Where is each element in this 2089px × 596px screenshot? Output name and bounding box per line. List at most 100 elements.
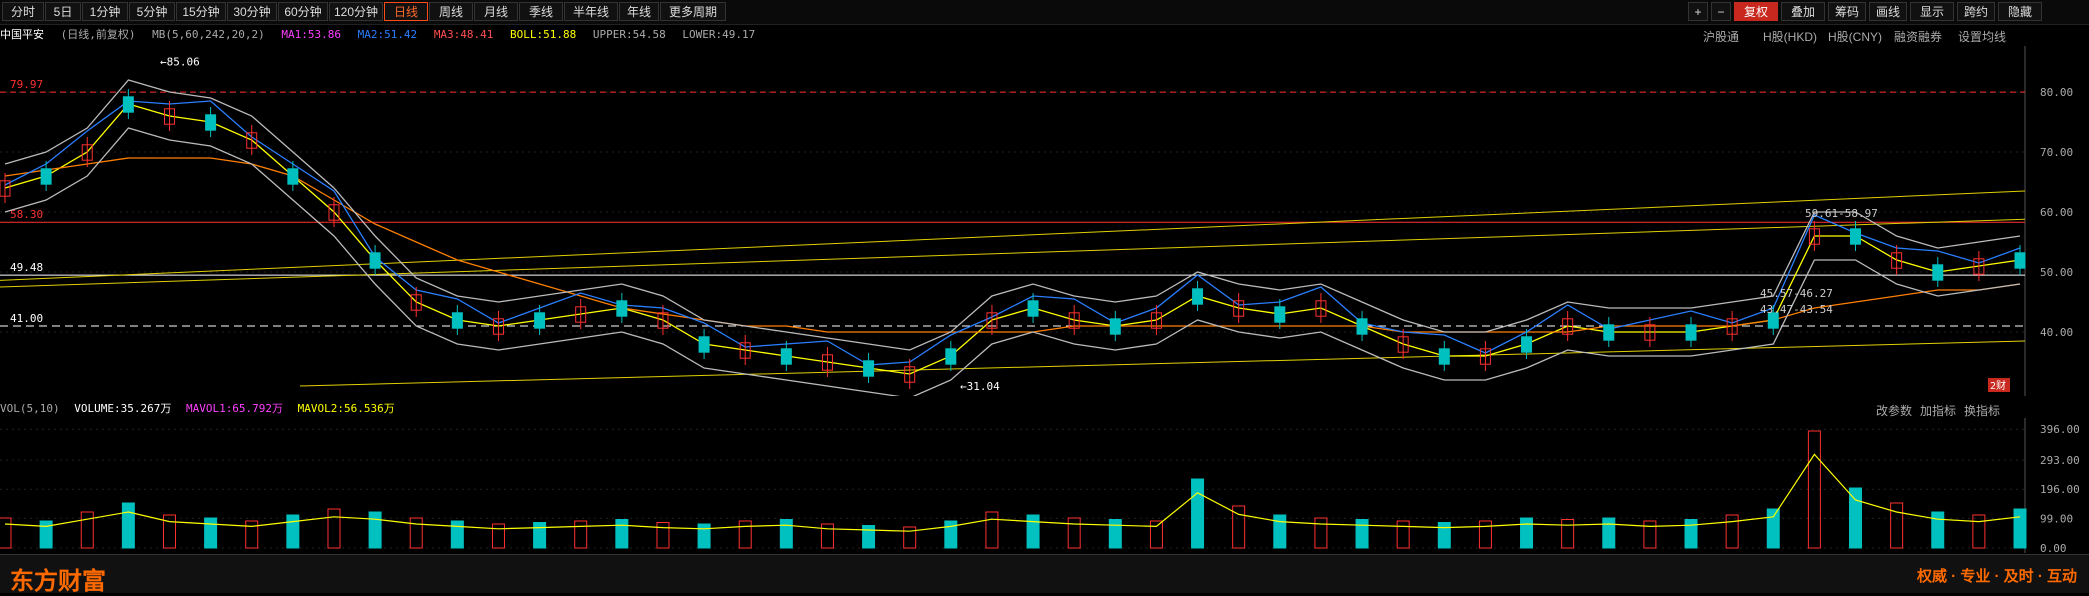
subtab-1[interactable]: H股(HKD): [1763, 30, 1817, 44]
vol-bar-5: [204, 517, 218, 549]
boll-upper-line: [4, 79, 2021, 351]
period-4[interactable]: 15分钟: [176, 2, 226, 21]
mavol1-value: MAVOL1:65.792万: [185, 402, 284, 415]
vol-bar-9: [368, 511, 382, 549]
ref-label-1: 58.30: [10, 208, 43, 221]
period-toolbar: 分时 5日 1分钟 5分钟 15分钟 30分钟 60分钟 120分钟 日线 周线 月线 季线 半年线 年线…: [0, 0, 2089, 25]
vol-bar-26: [1067, 517, 1081, 549]
vol-bar-43: [1766, 508, 1780, 549]
vol-action-2[interactable]: 换指标: [1964, 404, 2001, 418]
candle-body-21: [863, 360, 875, 377]
vol-bar-12: [491, 523, 505, 549]
toolbar-right-2[interactable]: 复权: [1734, 2, 1778, 21]
candle-body-17: [698, 336, 710, 353]
candle-body-11: [451, 312, 463, 329]
vol-bar-48: [1972, 514, 1986, 549]
vol-bar-49: [2013, 508, 2027, 549]
period-1[interactable]: 5日: [45, 2, 81, 21]
vol-bar-20: [820, 523, 834, 549]
vol-bar-30: [1232, 505, 1246, 549]
vol-action-1[interactable]: 加指标: [1920, 404, 1957, 418]
vol-bar-39: [1602, 517, 1616, 549]
period-14[interactable]: 更多周期: [660, 2, 726, 21]
toolbar-right-6[interactable]: 显示: [1910, 2, 1954, 21]
vol-bar-4: [162, 514, 176, 549]
candle-body-35: [1438, 348, 1450, 365]
candle-body-49: [2014, 252, 2026, 269]
candle-body-26: [1068, 312, 1080, 329]
subtab-4[interactable]: 设置均线: [1958, 30, 2007, 44]
ref-label-2: 49.48: [10, 261, 43, 274]
vol-bar-3: [121, 502, 135, 549]
candle-body-25: [1027, 300, 1039, 317]
price-bg: [0, 46, 2025, 396]
period-7[interactable]: 120分钟: [329, 2, 383, 21]
candle-body-0: [0, 180, 11, 197]
candle-body-46: [1891, 252, 1903, 269]
period-9[interactable]: 周线: [429, 2, 473, 21]
toolbar-right-3[interactable]: 叠加: [1781, 2, 1825, 21]
period-8[interactable]: 日线: [384, 2, 428, 21]
candle-body-23: [945, 348, 957, 365]
vol-tick-3: 99.00: [2040, 512, 2073, 525]
candle-body-34: [1397, 336, 1409, 353]
mb-label[interactable]: MB(5,60,242,20,2): [152, 28, 265, 41]
ma1-label: MA1:53.86: [281, 28, 341, 41]
candle-body-33: [1356, 318, 1368, 335]
vol-tick-1: 293.00: [2040, 454, 2080, 467]
period-5[interactable]: 30分钟: [227, 2, 277, 21]
candle-body-7: [287, 168, 299, 185]
vol-bar-34: [1396, 520, 1410, 549]
toolbar-right-0[interactable]: +: [1688, 2, 1708, 21]
subtab-3[interactable]: 融资融券: [1894, 30, 1943, 44]
volume-chart[interactable]: 396.00 293.00 196.00 99.00 0.00: [0, 418, 2089, 553]
badge-text: 2财: [1990, 379, 2006, 392]
toolbar-right-8[interactable]: 隐藏: [1998, 2, 2042, 21]
candle-body-39: [1603, 324, 1615, 341]
vol-bar-36: [1478, 520, 1492, 549]
candle-body-20: [821, 354, 833, 371]
vol-action-0[interactable]: 改参数: [1876, 404, 1913, 418]
lower-label: LOWER:49.17: [682, 28, 756, 41]
vol-bar-15: [615, 519, 629, 549]
footer: 东方财富 权威 · 专业 · 及时 · 互动: [0, 554, 2089, 595]
vol-bar-35: [1437, 522, 1451, 549]
ref-label-3: 41.00: [10, 312, 43, 325]
period-0[interactable]: 分时: [2, 2, 44, 21]
period-2[interactable]: 1分钟: [82, 2, 128, 21]
candle-body-14: [575, 306, 587, 323]
vol-bar-28: [1149, 520, 1163, 549]
mavol-line: [4, 453, 2021, 532]
toolbar-right-1[interactable]: −: [1711, 2, 1731, 21]
vol-tick-0: 396.00: [2040, 423, 2080, 436]
subtab-0[interactable]: 沪股通: [1703, 30, 1740, 44]
candle-body-2: [81, 144, 93, 161]
toolbar-right-4[interactable]: 筹码: [1828, 2, 1866, 21]
ma1-line: [4, 103, 2021, 375]
price-chart[interactable]: 80.00 70.00 60.00 50.00 40.00 79.97 58.30 49.48…: [0, 46, 2089, 396]
vol-bar-38: [1561, 519, 1575, 549]
candle-body-36: [1479, 348, 1491, 365]
period-11[interactable]: 季线: [519, 2, 563, 21]
vol-tick-2: 196.00: [2040, 483, 2080, 496]
toolbar-right-7[interactable]: 跨约: [1957, 2, 1995, 21]
period-13[interactable]: 年线: [619, 2, 659, 21]
toolbar-right-5[interactable]: 画线: [1869, 2, 1907, 21]
vol-bar-19: [779, 519, 793, 549]
vol-bar-22: [903, 526, 917, 549]
period-3[interactable]: 5分钟: [129, 2, 175, 21]
ma2-label: MA2:51.42: [357, 28, 418, 41]
period-10[interactable]: 月线: [474, 2, 518, 21]
candle-body-12: [492, 318, 504, 335]
period-6[interactable]: 60分钟: [278, 2, 328, 21]
candle-body-37: [1521, 336, 1533, 353]
candle-body-3: [122, 96, 134, 113]
candle-body-38: [1562, 318, 1574, 335]
candle-body-45: [1850, 228, 1862, 245]
high-label: ←85.06: [160, 56, 200, 69]
brand-slogan: 权威 · 专业 · 及时 · 互动: [1917, 568, 2077, 585]
candle-body-24: [986, 312, 998, 329]
subtab-2[interactable]: H股(CNY): [1828, 30, 1882, 44]
period-12[interactable]: 半年线: [564, 2, 618, 21]
vol-bar-29: [1191, 478, 1205, 549]
